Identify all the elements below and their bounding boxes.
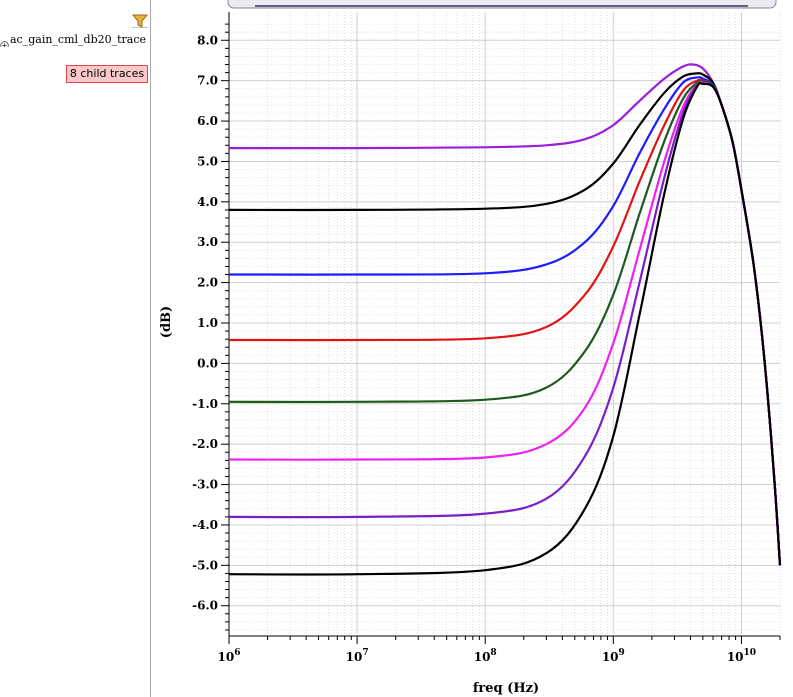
plot-axes: [221, 12, 781, 644]
x-tick-label: 106: [218, 648, 241, 664]
y-tick-label: -2.0: [192, 437, 218, 451]
plot-grid: [228, 12, 781, 634]
panel-divider[interactable]: [150, 0, 151, 697]
y-tick-label: -6.0: [192, 599, 218, 613]
plus-circle-icon[interactable]: [0, 35, 9, 47]
y-tick-label: 6.0: [197, 114, 218, 128]
child-traces-badge[interactable]: 8 child traces: [66, 65, 148, 83]
x-axis-title: freq (Hz): [473, 681, 539, 696]
y-tick-label: 0.0: [197, 356, 218, 370]
series-line-3[interactable]: [228, 76, 782, 566]
y-tick-labels: 8.0 7.0 6.0 5.0 4.0 3.0 2.0 1.0 0.0 -1.0 -2.0 -3.0 -…: [192, 33, 218, 612]
x-tick-labels: 106 107 108 109 1010: [218, 648, 757, 664]
trace-panel: ac_gain_cml_db20_trace 8 child traces: [0, 0, 150, 697]
y-tick-label: 1.0: [197, 316, 218, 330]
plot-series: [228, 63, 782, 576]
y-tick-label: 7.0: [197, 74, 218, 88]
y-tick-label: 8.0: [197, 33, 218, 47]
x-tick-label: 109: [602, 648, 625, 664]
filter-icon[interactable]: [131, 13, 149, 32]
y-tick-label: -4.0: [192, 518, 218, 532]
plot-scrollbar[interactable]: [227, 0, 777, 9]
y-tick-label: 2.0: [197, 276, 218, 290]
y-axis-title: (dB): [159, 306, 174, 338]
y-tick-label: 4.0: [197, 195, 218, 209]
y-tick-label: -1.0: [192, 397, 218, 411]
trace-name-label[interactable]: ac_gain_cml_db20_trace: [10, 33, 147, 46]
trace-tree-item[interactable]: ac_gain_cml_db20_trace: [0, 33, 150, 47]
y-tick-label: 5.0: [197, 154, 218, 168]
x-tick-label: 1010: [727, 648, 756, 664]
series-line-8[interactable]: [228, 82, 782, 576]
y-tick-label: -3.0: [192, 478, 218, 492]
y-tick-label: -5.0: [192, 558, 218, 572]
x-tick-label: 108: [474, 648, 497, 664]
y-tick-label: 3.0: [197, 235, 218, 249]
x-tick-label: 107: [346, 648, 369, 664]
